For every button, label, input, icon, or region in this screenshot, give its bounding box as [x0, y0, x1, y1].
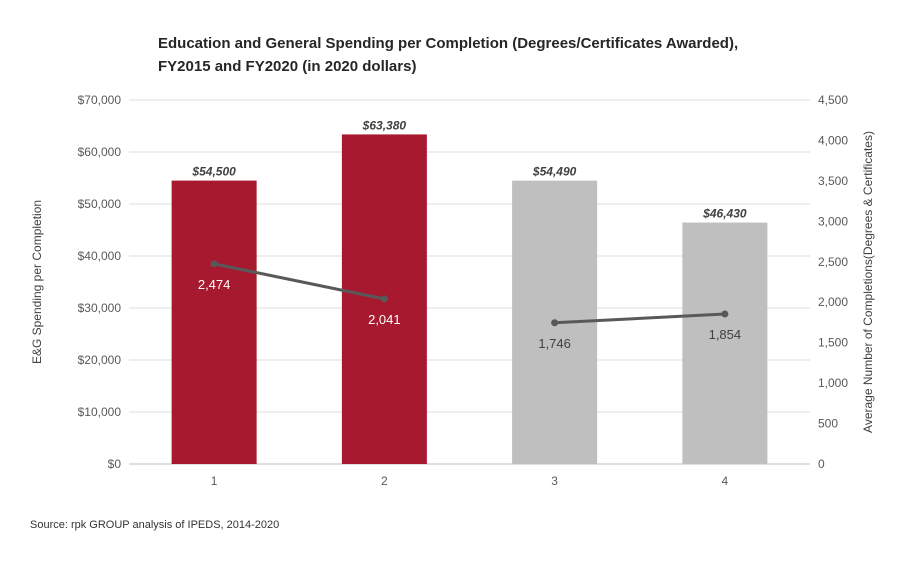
chart-subtitle: FY2015 and FY2020 (in 2020 dollars) [158, 58, 417, 75]
line-point [210, 260, 218, 268]
line-value-label: 1,854 [709, 327, 742, 342]
bar-series [171, 134, 768, 465]
y-tick-label: $60,000 [78, 145, 122, 159]
bar-value-label: $54,490 [532, 165, 577, 179]
line-point [721, 310, 729, 318]
y2-tick-label: 2,000 [818, 295, 848, 309]
y-tick-label: $30,000 [78, 301, 122, 315]
y-tick-label: $10,000 [78, 405, 122, 419]
y2-tick-label: 3,500 [818, 174, 848, 188]
y2-tick-label: 500 [818, 417, 838, 431]
line-segment [553, 312, 727, 325]
axes: $70,000 $60,000 $50,000 $40,000 $30,000 $20,0… [30, 93, 875, 488]
y2-tick-label: 1,500 [818, 336, 848, 350]
bar [171, 180, 257, 464]
bar-value-label: $54,500 [191, 165, 236, 179]
x-tick-label: 2 [381, 474, 388, 488]
x-tick-label: 4 [722, 474, 729, 488]
y2-tick-label: 2,500 [818, 255, 848, 269]
line-point [551, 319, 559, 327]
line-value-label: 2,041 [368, 312, 401, 327]
x-tick-label: 3 [551, 474, 558, 488]
line-point [380, 295, 388, 303]
bar [682, 222, 768, 464]
y-axis-title: E&G Spending per Completion [30, 200, 44, 364]
line-value-label: 2,474 [198, 277, 231, 292]
bar-value-label: $46,430 [702, 207, 747, 221]
x-tick-label: 1 [211, 474, 218, 488]
y-tick-label: $40,000 [78, 249, 122, 263]
data-labels: $54,500 $63,380 $54,490 $46,430 2,474 2,041 1,… [191, 118, 746, 350]
line-segment [212, 262, 386, 301]
line-value-label: 1,746 [538, 336, 571, 351]
y-tick-label: $20,000 [78, 353, 122, 367]
y2-tick-label: 4,500 [818, 93, 848, 107]
chart-title: Education and General Spending per Compl… [158, 32, 858, 78]
y2-axis-title: Average Number of Completions(Degrees & … [861, 131, 875, 433]
y2-tick-label: 0 [818, 457, 825, 471]
bar-value-label: $63,380 [362, 118, 407, 132]
y2-tick-label: 3,000 [818, 214, 848, 228]
y2-tick-label: 4,000 [818, 133, 848, 147]
line-series [210, 260, 729, 327]
y-tick-label: $0 [108, 457, 122, 471]
y2-tick-label: 1,000 [818, 376, 848, 390]
y-tick-label: $70,000 [78, 93, 122, 107]
chart-title-line1: Education and General Spending per Compl… [158, 35, 739, 52]
source-note: Source: rpk GROUP analysis of IPEDS, 201… [30, 519, 280, 531]
y-tick-label: $50,000 [78, 197, 122, 211]
